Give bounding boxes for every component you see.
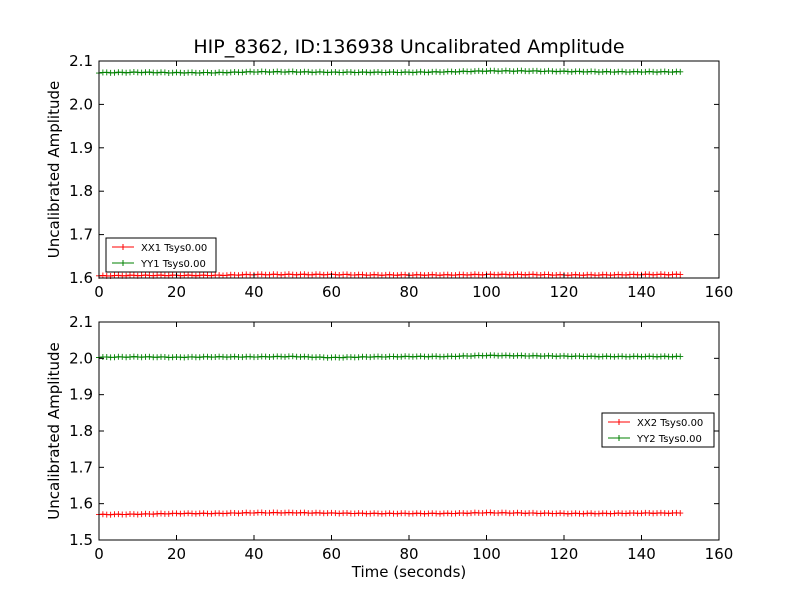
y-tick-label: 1.7 (69, 458, 93, 476)
y-tick-label: 1.6 (69, 269, 93, 287)
x-tick-label: 80 (399, 545, 418, 563)
x-tick-label: 140 (627, 545, 656, 563)
x-tick-label: 140 (627, 283, 656, 301)
legend-swatch-marker (616, 419, 622, 425)
x-tick-label: 160 (705, 283, 734, 301)
y-tick-label: 1.7 (69, 226, 93, 244)
legend-label: XX1 Tsys0.00 (141, 243, 207, 254)
figure-title: HIP_8362, ID:136938 Uncalibrated Amplitu… (193, 36, 624, 58)
x-tick-label: 100 (472, 283, 501, 301)
y-tick-label: 2.0 (69, 349, 93, 367)
x-tick-label: 0 (94, 283, 104, 301)
x-tick-label: 120 (550, 545, 579, 563)
legend-box (105, 237, 217, 273)
legend-label: XX2 Tsys0.00 (637, 418, 703, 429)
x-tick-label: 60 (322, 545, 341, 563)
x-tick-label: 80 (399, 283, 418, 301)
legend-swatch-marker (120, 244, 126, 250)
legend-label: YY1 Tsys0.00 (140, 259, 206, 270)
x-tick-label: 160 (705, 545, 734, 563)
legend: XX1 Tsys0.00 YY1 Tsys0.00 (105, 237, 217, 273)
x-tick-label: 100 (472, 545, 501, 563)
x-tick-label: 0 (94, 545, 104, 563)
subplot-1: 0 20 40 60 80 100 120 140 160 1.6 1.7 1.8 1.9 2.0 2.1 U… (45, 52, 733, 301)
y-tick-label: 1.6 (69, 495, 93, 513)
x-axis-label: Time (seconds) (351, 563, 467, 581)
y-tick-label: 1.8 (69, 182, 93, 200)
y-tick-label: 1.8 (69, 422, 93, 440)
x-tick-label: 20 (167, 283, 186, 301)
legend: XX2 Tsys0.00 YY2 Tsys0.00 (601, 412, 715, 448)
y-axis-label: Uncalibrated Amplitude (45, 342, 63, 519)
y-tick-label: 1.9 (69, 139, 93, 157)
y-tick-label: 2.1 (69, 313, 93, 331)
x-tick-label: 120 (550, 283, 579, 301)
x-tick-label: 60 (322, 283, 341, 301)
subplot-2: 0 20 40 60 80 100 120 140 160 1.5 1.6 1.7 1.8 1.9 2.0 2… (45, 313, 733, 563)
x-tick-label: 40 (244, 283, 263, 301)
y-axis-label: Uncalibrated Amplitude (45, 81, 63, 258)
legend-box (601, 412, 715, 448)
y-tick-label: 1.9 (69, 386, 93, 404)
legend-label: YY2 Tsys0.00 (636, 434, 702, 445)
x-tick-label: 40 (244, 545, 263, 563)
x-tick-label: 20 (167, 545, 186, 563)
y-tick-label: 1.5 (69, 531, 93, 549)
y-tick-label: 2.0 (69, 95, 93, 113)
legend-swatch-marker (616, 435, 622, 441)
subplots: 0 20 40 60 80 100 120 140 160 1.6 1.7 1.8 1.9 2.0 2.1 U… (45, 52, 733, 563)
legend-swatch-marker (120, 260, 126, 266)
y-tick-label: 2.1 (69, 52, 93, 70)
